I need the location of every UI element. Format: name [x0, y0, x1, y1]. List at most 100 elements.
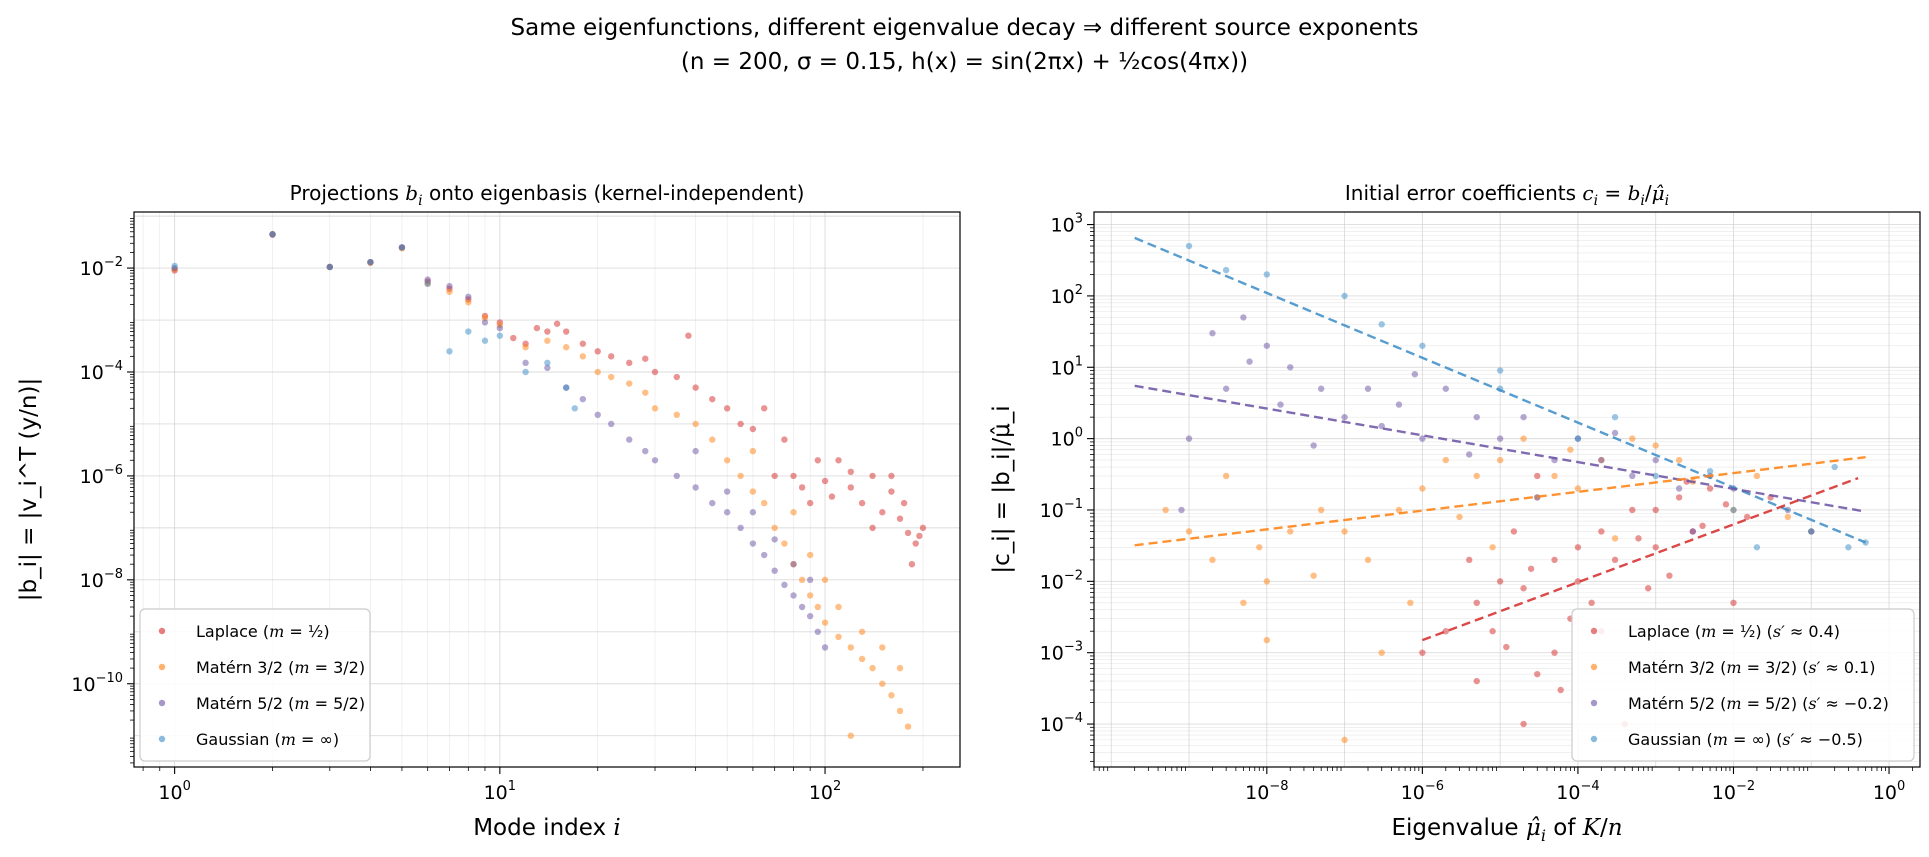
data-point-laplace — [1534, 472, 1541, 480]
data-point-matern52 — [1185, 435, 1193, 442]
data-point-gaussian — [446, 348, 453, 355]
data-point-matern32 — [888, 692, 895, 699]
x-tick-label: 101 — [484, 779, 516, 804]
data-point-matern32 — [1263, 636, 1271, 644]
data-point-gaussian — [571, 405, 578, 412]
data-point-matern52 — [1629, 472, 1636, 480]
data-point-matern52 — [1310, 442, 1317, 449]
data-point-gaussian — [424, 280, 431, 287]
data-point-matern32 — [1185, 528, 1193, 535]
data-point-matern32 — [1209, 556, 1216, 564]
y-axis-label: |c_i| = |b_i|/μ̂_i — [989, 405, 1015, 573]
y-tick-label: 102 — [1051, 283, 1083, 308]
data-point-matern32 — [1310, 572, 1317, 579]
data-point-laplace — [1503, 643, 1510, 651]
data-point-matern32 — [869, 664, 876, 672]
data-point-matern32 — [749, 447, 757, 455]
data-point-laplace — [1611, 556, 1619, 564]
fit-line-matern32 — [1134, 455, 1866, 547]
data-point-matern32 — [1784, 513, 1792, 521]
data-point-laplace — [916, 532, 923, 540]
data-point-matern32 — [847, 644, 854, 651]
data-point-laplace — [847, 484, 854, 491]
subplot-title: Projections bi onto eigenbasis (kernel-i… — [290, 181, 805, 209]
data-point-laplace — [1489, 628, 1496, 635]
data-point-gaussian — [1753, 544, 1761, 551]
y-tick-label: 10−10 — [71, 671, 123, 696]
data-point-matern32 — [858, 628, 866, 635]
x-tick-label: 10−6 — [1401, 779, 1444, 804]
data-point-laplace — [1666, 572, 1673, 579]
data-point-laplace — [553, 320, 561, 327]
data-point-matern32 — [1263, 578, 1271, 585]
data-point-matern52 — [1364, 385, 1372, 392]
data-point-matern32 — [806, 592, 814, 599]
data-point-matern32 — [790, 509, 797, 516]
data-point-matern52 — [749, 540, 757, 547]
data-point-laplace — [1473, 599, 1480, 607]
legend-label-matern52: Matérn 5/2 (m = 5/2) — [196, 694, 365, 713]
data-point-matern32 — [847, 732, 854, 739]
chart-panel-2: 10−8 10−6 10−4 10−2 100 10−4 10−3 10−2 10−1 100 10… — [989, 181, 1921, 845]
data-point-gaussian — [522, 368, 529, 376]
data-point-laplace — [821, 477, 829, 485]
data-point-matern52 — [723, 488, 731, 495]
data-point-laplace — [1520, 585, 1527, 592]
data-point-matern52 — [1263, 342, 1271, 349]
data-point-matern32 — [607, 373, 615, 381]
axes-frame — [1093, 211, 1921, 768]
data-point-laplace — [781, 436, 788, 443]
data-point-matern32 — [1753, 472, 1761, 480]
data-point-matern32 — [1419, 485, 1426, 492]
data-point-matern32 — [692, 420, 699, 428]
data-point-laplace — [1574, 544, 1582, 551]
data-point-gaussian — [1706, 467, 1714, 475]
data-point-matern32 — [879, 680, 886, 687]
data-point-matern32 — [1256, 544, 1263, 551]
data-point-matern52 — [723, 509, 731, 516]
data-point-matern52 — [709, 499, 716, 507]
data-point-matern32 — [563, 344, 570, 351]
legend-label-laplace: Laplace (m = ½) (s′ ≈ 0.4) — [1628, 622, 1840, 641]
data-point-matern32 — [1240, 599, 1247, 607]
data-point-matern52 — [1246, 358, 1253, 365]
data-point-laplace — [533, 324, 541, 332]
data-point-gaussian — [1831, 463, 1838, 471]
y-tick-label: 101 — [1051, 354, 1083, 379]
data-point-matern52 — [1611, 429, 1619, 437]
data-point-matern52 — [1277, 401, 1284, 408]
y-tick-label: 10−3 — [1040, 640, 1083, 665]
grid-lines — [134, 212, 960, 767]
data-point-laplace — [828, 493, 836, 500]
data-point-laplace — [651, 368, 659, 376]
data-point-laplace — [1652, 506, 1659, 514]
data-point-matern32 — [835, 603, 842, 611]
fit-line-matern52 — [1134, 384, 1866, 513]
data-point-matern52 — [1473, 413, 1480, 421]
data-point-laplace — [1496, 578, 1504, 585]
data-point-matern52 — [1341, 413, 1348, 421]
data-point-matern52 — [594, 411, 601, 419]
data-point-laplace — [749, 425, 757, 433]
data-point-matern52 — [626, 436, 633, 443]
x-tick-label: 10−2 — [1712, 779, 1755, 804]
data-point-matern52 — [1442, 385, 1449, 392]
data-point-gaussian — [1496, 367, 1504, 374]
data-point-laplace — [904, 529, 912, 537]
data-point-laplace — [908, 560, 916, 568]
data-point-laplace — [1588, 599, 1595, 607]
data-point-gaussian — [1845, 544, 1852, 551]
data-point-matern52 — [790, 560, 797, 568]
data-point-laplace — [900, 499, 908, 507]
data-point-laplace — [1419, 649, 1426, 656]
data-point-matern52 — [642, 447, 649, 455]
data-point-matern52 — [1520, 413, 1527, 421]
legend-marker-matern52 — [1590, 699, 1598, 707]
data-point-matern32 — [1456, 513, 1463, 521]
axes-frame — [133, 211, 961, 768]
data-point-gaussian — [1611, 413, 1619, 421]
data-point-matern32 — [446, 288, 453, 295]
legend-marker-laplace — [158, 627, 166, 635]
data-point-matern52 — [522, 359, 529, 367]
